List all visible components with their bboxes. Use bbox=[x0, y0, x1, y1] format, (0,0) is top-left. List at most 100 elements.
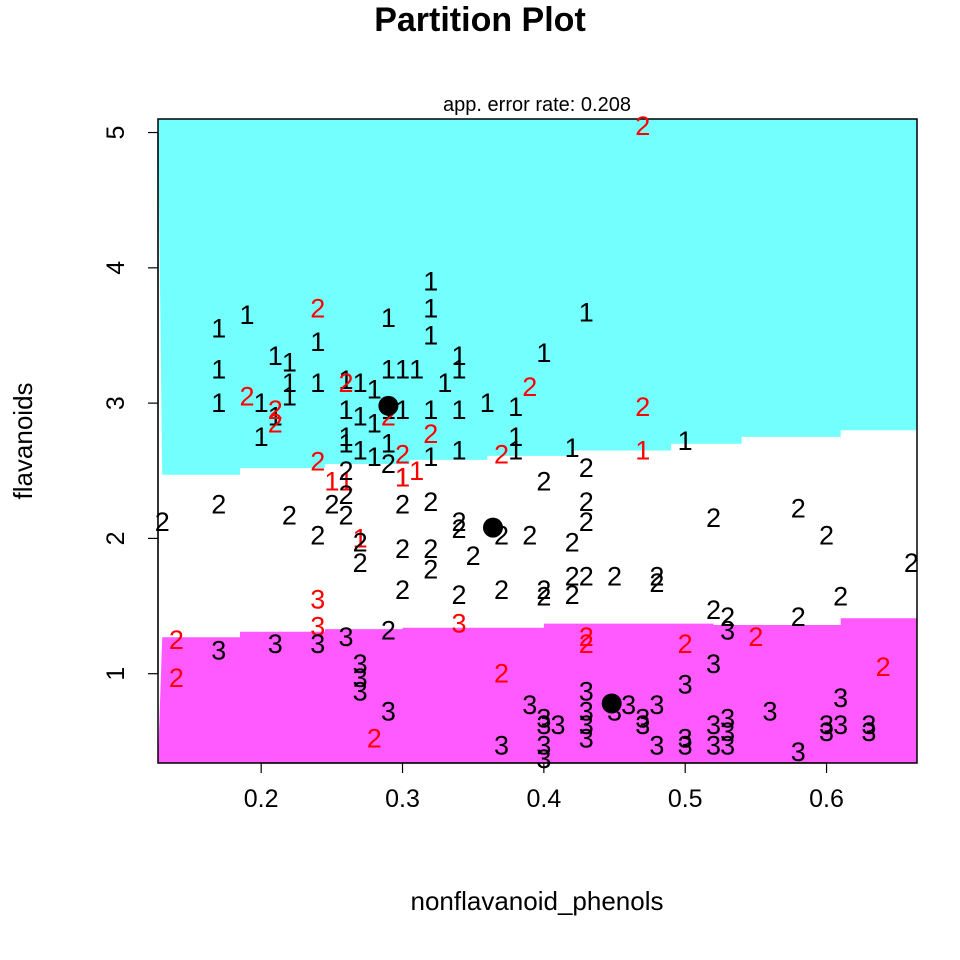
data-point: 1 bbox=[508, 435, 523, 465]
data-point: 1 bbox=[579, 297, 594, 327]
data-point: 1 bbox=[240, 300, 255, 330]
data-point: 3 bbox=[579, 697, 594, 727]
data-point: 1 bbox=[452, 395, 467, 425]
misclassified-point: 2 bbox=[579, 622, 594, 652]
data-point: 2 bbox=[522, 521, 537, 551]
data-point: 2 bbox=[338, 480, 353, 510]
misclassified-point: 2 bbox=[240, 381, 255, 411]
data-point: 3 bbox=[678, 670, 693, 700]
data-point: 1 bbox=[254, 422, 269, 452]
y-tick-label: 5 bbox=[102, 126, 130, 140]
data-point: 1 bbox=[409, 354, 424, 384]
x-tick-label: 0.6 bbox=[809, 785, 844, 813]
y-axis-label: flavanoids bbox=[8, 382, 38, 499]
data-point: 1 bbox=[211, 314, 226, 344]
data-point: 3 bbox=[550, 710, 565, 740]
data-point: 3 bbox=[861, 717, 876, 747]
misclassified-point: 2 bbox=[395, 440, 410, 470]
data-point: 2 bbox=[791, 602, 806, 632]
data-point: 3 bbox=[833, 710, 848, 740]
misclassified-point: 2 bbox=[494, 659, 509, 689]
data-point: 3 bbox=[861, 710, 876, 740]
data-point: 2 bbox=[353, 527, 368, 557]
data-point: 2 bbox=[395, 490, 410, 520]
misclassified-point: 2 bbox=[169, 625, 184, 655]
data-point: 2 bbox=[565, 527, 580, 557]
data-point: 1 bbox=[395, 463, 410, 493]
data-point: 2 bbox=[452, 580, 467, 610]
misclassified-point: 2 bbox=[876, 652, 891, 682]
data-point: 1 bbox=[367, 408, 382, 438]
data-point: 1 bbox=[211, 388, 226, 418]
data-point: 2 bbox=[536, 575, 551, 605]
data-point: 3 bbox=[678, 730, 693, 760]
region-class-3 bbox=[158, 618, 917, 763]
data-point: 2 bbox=[565, 580, 580, 610]
misclassified-point: 3 bbox=[452, 609, 467, 639]
data-point: 2 bbox=[706, 595, 721, 625]
centroid-marker bbox=[601, 693, 622, 714]
data-point: 3 bbox=[720, 717, 735, 747]
data-point: 1 bbox=[268, 341, 283, 371]
data-point: 2 bbox=[338, 456, 353, 486]
x-tick-label: 0.4 bbox=[526, 785, 561, 813]
misclassified-point: 2 bbox=[310, 293, 325, 323]
data-point: 1 bbox=[480, 388, 495, 418]
data-point: 1 bbox=[211, 354, 226, 384]
misclassified-point: 2 bbox=[748, 622, 763, 652]
data-point: 1 bbox=[395, 354, 410, 384]
data-point: 1 bbox=[282, 381, 297, 411]
x-tick-label: 0.3 bbox=[385, 785, 420, 813]
data-point: 3 bbox=[536, 730, 551, 760]
data-point: 2 bbox=[536, 467, 551, 497]
data-point: 2 bbox=[536, 582, 551, 612]
data-point: 1 bbox=[381, 354, 396, 384]
data-point: 1 bbox=[381, 429, 396, 459]
misclassified-point: 3 bbox=[310, 584, 325, 614]
data-point: 3 bbox=[833, 683, 848, 713]
data-point: 3 bbox=[649, 690, 664, 720]
y-tick-label: 3 bbox=[102, 396, 130, 410]
data-point: 1 bbox=[565, 433, 580, 463]
data-point: 2 bbox=[819, 521, 834, 551]
chart-subtitle: app. error rate: 0.208 bbox=[443, 94, 631, 116]
data-point: 3 bbox=[706, 710, 721, 740]
data-point: 2 bbox=[791, 494, 806, 524]
misclassified-point: 2 bbox=[268, 395, 283, 425]
data-point: 3 bbox=[706, 730, 721, 760]
data-point: 2 bbox=[607, 561, 622, 591]
data-point: 3 bbox=[791, 737, 806, 767]
data-point: 1 bbox=[353, 368, 368, 398]
data-point: 3 bbox=[706, 649, 721, 679]
data-point: 1 bbox=[338, 395, 353, 425]
y-tick-label: 4 bbox=[102, 261, 130, 275]
data-point: 3 bbox=[338, 622, 353, 652]
data-point: 2 bbox=[579, 507, 594, 537]
data-point: 2 bbox=[494, 575, 509, 605]
data-point: 3 bbox=[579, 724, 594, 754]
misclassified-point: 2 bbox=[268, 408, 283, 438]
data-point: 3 bbox=[621, 690, 636, 720]
data-point: 1 bbox=[268, 402, 283, 432]
class-centroids bbox=[378, 395, 622, 714]
data-point: 2 bbox=[579, 561, 594, 591]
misclassified-point: 3 bbox=[310, 611, 325, 641]
data-point: 3 bbox=[720, 615, 735, 645]
data-point: 1 bbox=[367, 375, 382, 405]
x-axis-label: nonflavanoid_phenols bbox=[411, 886, 664, 916]
data-point: 2 bbox=[155, 507, 170, 537]
y-tick-label: 2 bbox=[102, 531, 130, 545]
data-point: 2 bbox=[423, 534, 438, 564]
data-point: 2 bbox=[381, 615, 396, 645]
data-point: 2 bbox=[720, 602, 735, 632]
data-point: 3 bbox=[353, 663, 368, 693]
data-point: 1 bbox=[310, 327, 325, 357]
data-point: 2 bbox=[579, 487, 594, 517]
misclassified-point: 1 bbox=[338, 467, 353, 497]
centroid-marker bbox=[482, 517, 503, 538]
data-point: 3 bbox=[579, 710, 594, 740]
misclassified-point: 2 bbox=[494, 440, 509, 470]
data-point: 1 bbox=[536, 338, 551, 368]
misclassified-point: 2 bbox=[678, 629, 693, 659]
